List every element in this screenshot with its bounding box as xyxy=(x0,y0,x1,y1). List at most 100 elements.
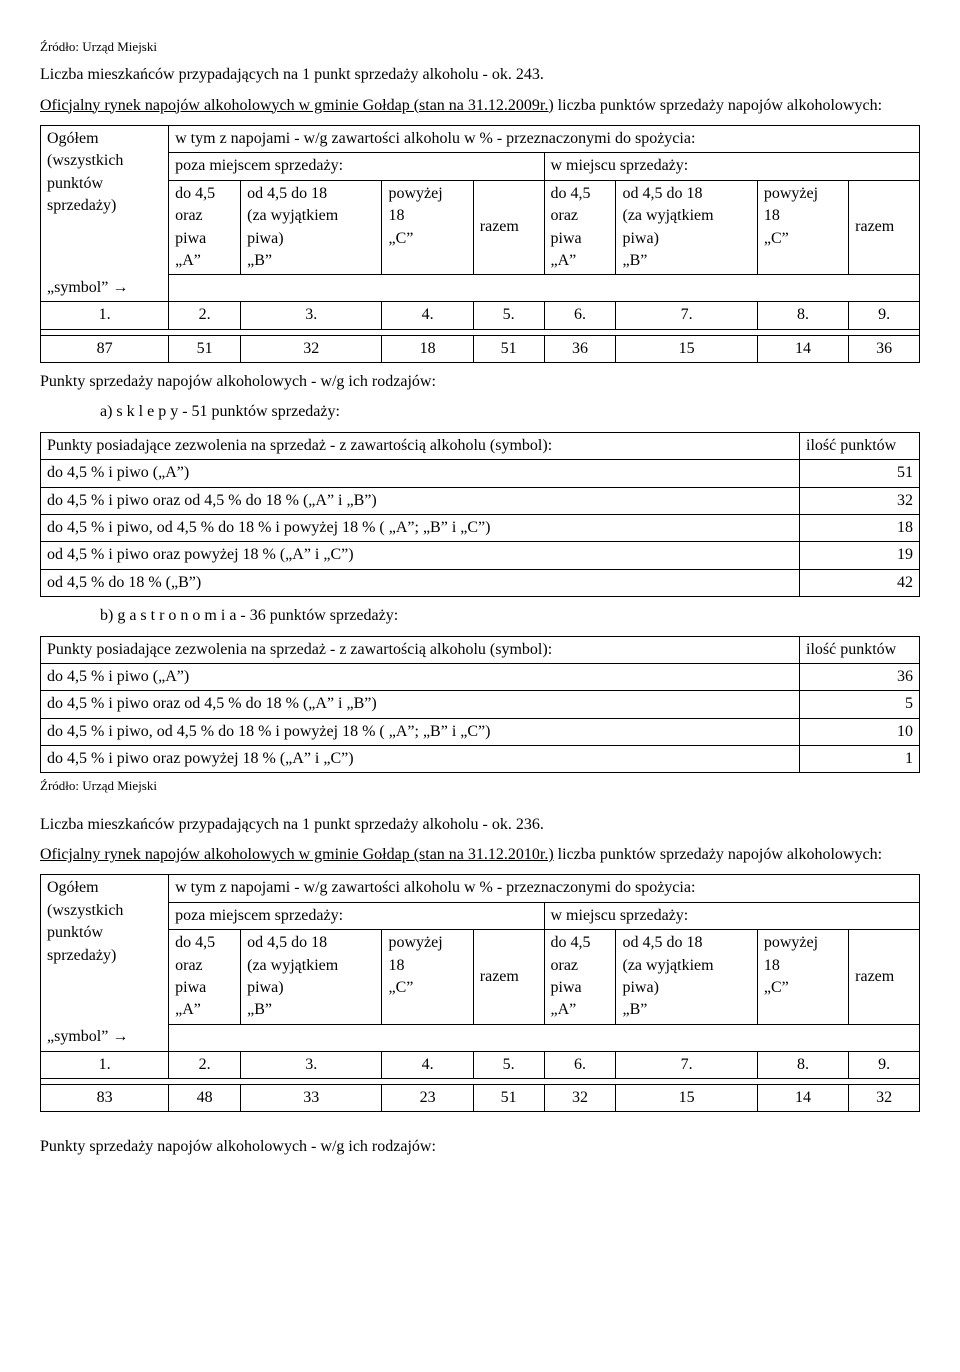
coln-7: 7. xyxy=(616,302,757,329)
hdr-poza-2: poza miejscem sprzedaży: xyxy=(169,902,544,929)
coln-8: 8. xyxy=(757,302,848,329)
tblA-2-n: 18 xyxy=(800,514,920,541)
r2010-4: 23 xyxy=(382,1085,473,1112)
hdr-do45-2: do 4,5 oraz piwa „A” xyxy=(544,180,616,275)
r2010-3: 33 xyxy=(241,1085,382,1112)
hdr-razem: razem xyxy=(473,180,544,275)
r2009-2: 51 xyxy=(169,335,241,362)
hdr-symbol: „symbol” → xyxy=(41,275,169,302)
coln-9: 9. xyxy=(849,302,920,329)
coln-2: 2. xyxy=(169,302,241,329)
tblA-3-n: 19 xyxy=(800,542,920,569)
table-2009: Ogółem (wszystkich punktów sprzedaży) w … xyxy=(40,125,920,363)
hdr2-do45: do 4,5 oraz piwa „A” xyxy=(169,930,241,1025)
coln2-3: 3. xyxy=(241,1051,382,1078)
coln-5: 5. xyxy=(473,302,544,329)
hdr2-od45-2: od 4,5 do 18 (za wyjątkiem piwa) „B” xyxy=(616,930,757,1025)
hdr-symbol-2: „symbol” → xyxy=(41,1024,169,1051)
coln2-8: 8. xyxy=(757,1051,848,1078)
r2009-8: 14 xyxy=(757,335,848,362)
coln2-9: 9. xyxy=(849,1051,920,1078)
table-b-permits: Punkty posiadające zezwolenia na sprzeda… xyxy=(40,636,920,774)
r2010-5: 51 xyxy=(473,1085,544,1112)
tblB-0-n: 36 xyxy=(800,663,920,690)
r2009-7: 15 xyxy=(616,335,757,362)
hdr-napojami: w tym z napojami - w/g zawartości alkoho… xyxy=(169,125,920,152)
tblB-2-l: do 4,5 % i piwo, od 4,5 % do 18 % i powy… xyxy=(41,718,800,745)
perm-hdr-left-b: Punkty posiadające zezwolenia na sprzeda… xyxy=(41,636,800,663)
r2010-8: 14 xyxy=(757,1085,848,1112)
hdr2-do45-2: do 4,5 oraz piwa „A” xyxy=(544,930,616,1025)
tblB-0-l: do 4,5 % i piwo („A”) xyxy=(41,663,800,690)
table-2010: Ogółem (wszystkich punktów sprzedaży) w … xyxy=(40,874,920,1112)
title-2009: Oficjalny rynek napojów alkoholowych w g… xyxy=(40,95,920,117)
coln2-2: 2. xyxy=(169,1051,241,1078)
tblA-0-l: do 4,5 % i piwo („A”) xyxy=(41,460,800,487)
hdr-od45-2: od 4,5 do 18 (za wyjątkiem piwa) „B” xyxy=(616,180,757,275)
perm-hdr-right-b: ilość punktów xyxy=(800,636,920,663)
hdr-ogolem-2: Ogółem (wszystkich punktów sprzedaży) xyxy=(41,875,169,1024)
table-a-permits: Punkty posiadające zezwolenia na sprzeda… xyxy=(40,432,920,597)
r2009-4: 18 xyxy=(382,335,473,362)
r2010-1: 83 xyxy=(41,1085,169,1112)
hdr-poza: poza miejscem sprzedaży: xyxy=(169,153,544,180)
source-top: Źródło: Urząd Miejski xyxy=(40,38,920,56)
hdr-napojami-2: w tym z napojami - w/g zawartości alkoho… xyxy=(169,875,920,902)
tblA-1-l: do 4,5 % i piwo oraz od 4,5 % do 18 % („… xyxy=(41,487,800,514)
hdr2-pow18-2: powyżej 18 „C” xyxy=(757,930,848,1025)
a-sklepy: a) s k l e p y - 51 punktów sprzedaży: xyxy=(40,401,920,423)
hdr-do45: do 4,5 oraz piwa „A” xyxy=(169,180,241,275)
punkty-heading-1: Punkty sprzedaży napojów alkoholowych - … xyxy=(40,371,920,393)
tblA-3-l: od 4,5 % i piwo oraz powyżej 18 % („A” i… xyxy=(41,542,800,569)
hdr2-pow18: powyżej 18 „C” xyxy=(382,930,473,1025)
tblB-3-n: 1 xyxy=(800,746,920,773)
coln-6: 6. xyxy=(544,302,616,329)
title-2010-rest: liczba punktów sprzedaży napojów alkohol… xyxy=(554,846,882,863)
title-2010-underline: Oficjalny rynek napojów alkoholowych w g… xyxy=(40,846,554,863)
coln2-5: 5. xyxy=(473,1051,544,1078)
coln2-7: 7. xyxy=(616,1051,757,1078)
hdr2-razem-2: razem xyxy=(849,930,920,1025)
residents-236: Liczba mieszkańców przypadających na 1 p… xyxy=(40,814,920,836)
source-mid: Źródło: Urząd Miejski xyxy=(40,777,920,795)
tblA-1-n: 32 xyxy=(800,487,920,514)
hdr-pow18: powyżej 18 „C” xyxy=(382,180,473,275)
tblA-0-n: 51 xyxy=(800,460,920,487)
hdr-wmiejscu-2: w miejscu sprzedaży: xyxy=(544,902,920,929)
coln2-1: 1. xyxy=(41,1051,169,1078)
coln2-6: 6. xyxy=(544,1051,616,1078)
title-2009-underline: Oficjalny rynek napojów alkoholowych w g… xyxy=(40,97,554,114)
residents-243: Liczba mieszkańców przypadających na 1 p… xyxy=(40,64,920,86)
coln-1: 1. xyxy=(41,302,169,329)
coln2-4: 4. xyxy=(382,1051,473,1078)
b-gastr: b) g a s t r o n o m i a - 36 punktów sp… xyxy=(40,605,920,627)
hdr-razem-2: razem xyxy=(849,180,920,275)
tblA-2-l: do 4,5 % i piwo, od 4,5 % do 18 % i powy… xyxy=(41,514,800,541)
tblB-1-l: do 4,5 % i piwo oraz od 4,5 % do 18 % („… xyxy=(41,691,800,718)
tblA-4-n: 42 xyxy=(800,569,920,596)
r2010-9: 32 xyxy=(849,1085,920,1112)
r2009-3: 32 xyxy=(241,335,382,362)
r2010-6: 32 xyxy=(544,1085,616,1112)
r2009-6: 36 xyxy=(544,335,616,362)
r2009-9: 36 xyxy=(849,335,920,362)
title-2009-rest: liczba punktów sprzedaży napojów alkohol… xyxy=(554,97,882,114)
tblA-4-l: od 4,5 % do 18 % („B”) xyxy=(41,569,800,596)
r2009-5: 51 xyxy=(473,335,544,362)
hdr-pow18-2: powyżej 18 „C” xyxy=(757,180,848,275)
perm-hdr-left-a: Punkty posiadające zezwolenia na sprzeda… xyxy=(41,432,800,459)
r2009-1: 87 xyxy=(41,335,169,362)
perm-hdr-right-a: ilość punktów xyxy=(800,432,920,459)
coln-4: 4. xyxy=(382,302,473,329)
r2010-7: 15 xyxy=(616,1085,757,1112)
hdr-wmiejscu: w miejscu sprzedaży: xyxy=(544,153,920,180)
coln-3: 3. xyxy=(241,302,382,329)
punkty-heading-2: Punkty sprzedaży napojów alkoholowych - … xyxy=(40,1136,920,1158)
title-2010: Oficjalny rynek napojów alkoholowych w g… xyxy=(40,844,920,866)
tblB-2-n: 10 xyxy=(800,718,920,745)
hdr2-od45: od 4,5 do 18 (za wyjątkiem piwa) „B” xyxy=(241,930,382,1025)
r2010-2: 48 xyxy=(169,1085,241,1112)
tblB-1-n: 5 xyxy=(800,691,920,718)
tblB-3-l: do 4,5 % i piwo oraz powyżej 18 % („A” i… xyxy=(41,746,800,773)
hdr-ogolem: Ogółem (wszystkich punktów sprzedaży) xyxy=(41,125,169,274)
